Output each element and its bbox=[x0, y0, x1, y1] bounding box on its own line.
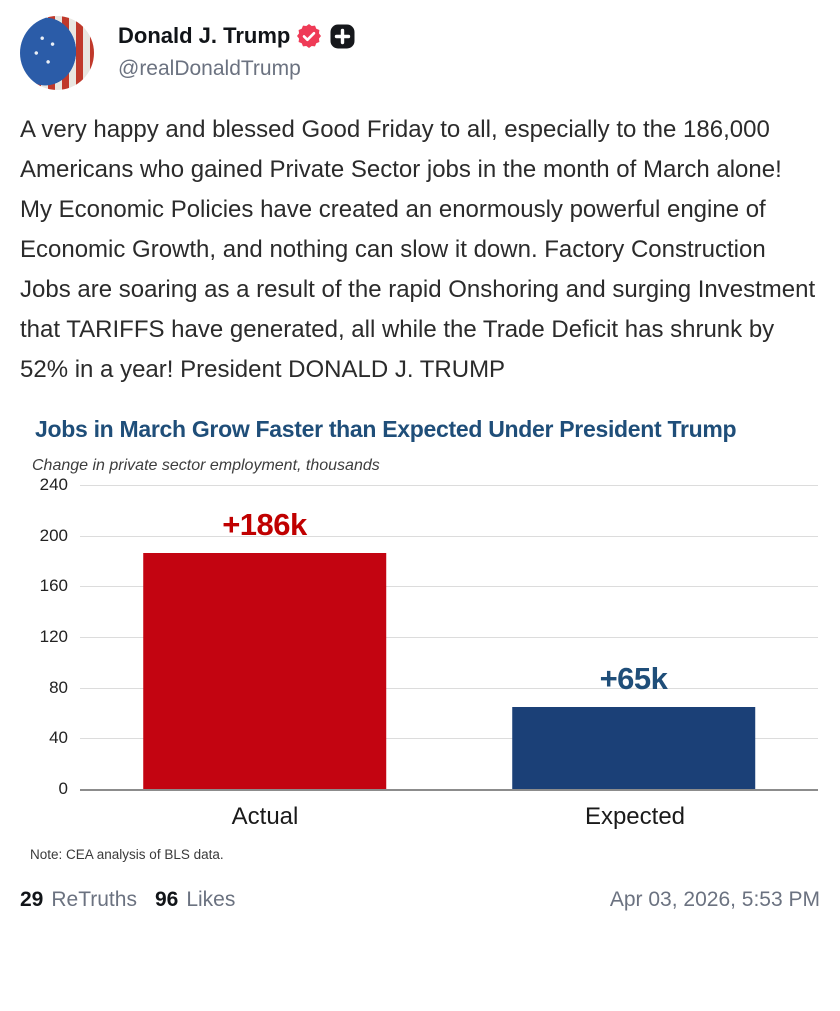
gridline-120 bbox=[80, 637, 818, 638]
chart-title: Jobs in March Grow Faster than Expected … bbox=[35, 416, 737, 442]
bar-actual bbox=[142, 553, 387, 789]
chart-note: Note: CEA analysis of BLS data. bbox=[30, 847, 224, 862]
ytick-200: 200 bbox=[39, 525, 68, 545]
retruths-count[interactable]: 29 bbox=[20, 888, 44, 911]
gridline-240 bbox=[80, 485, 818, 486]
bar-group-expected: +65k bbox=[449, 485, 818, 789]
chart-subtitle: Change in private sector employment, tho… bbox=[32, 457, 380, 474]
ytick-80: 80 bbox=[49, 677, 68, 697]
likes-label[interactable]: Likes bbox=[186, 888, 236, 911]
post-header: Donald J. Trump @realDonaldTrump bbox=[20, 16, 820, 90]
bar-value-expected: +65k bbox=[599, 660, 668, 696]
identity-block: Donald J. Trump @realDonaldTrump bbox=[118, 16, 355, 81]
user-handle[interactable]: @realDonaldTrump bbox=[118, 57, 301, 80]
ytick-120: 120 bbox=[39, 627, 68, 646]
retruths-label[interactable]: ReTruths bbox=[51, 888, 137, 911]
gridline-40 bbox=[80, 738, 818, 740]
display-name[interactable]: Donald J. Trump bbox=[118, 23, 291, 48]
x-axis-labels: Actual Expected bbox=[80, 803, 820, 831]
plus-badge-icon bbox=[330, 24, 355, 48]
engagement-stats: 29 ReTruths 96 Likes bbox=[20, 888, 245, 912]
bar-expected bbox=[511, 706, 756, 789]
gridline-80 bbox=[80, 687, 818, 689]
bar-value-actual: +186k bbox=[222, 507, 307, 543]
ytick-240: 240 bbox=[39, 475, 68, 494]
gridline-160 bbox=[80, 586, 818, 588]
plot-area: 240 200 160 120 80 40 0 +186k +65k bbox=[40, 475, 818, 798]
verified-badge-icon bbox=[297, 24, 322, 48]
plot-wrap: 240 200 160 120 80 40 0 +186k +65k bbox=[40, 475, 818, 798]
x-label-expected: Expected bbox=[584, 803, 686, 830]
post-text: A very happy and blessed Good Friday to … bbox=[20, 116, 816, 383]
ytick-0: 0 bbox=[58, 779, 68, 798]
avatar[interactable] bbox=[20, 16, 94, 90]
post-footer: 29 ReTruths 96 Likes Apr 03, 2026, 5:53 … bbox=[20, 888, 820, 912]
ytick-160: 160 bbox=[39, 576, 68, 596]
gridline-0 bbox=[80, 789, 818, 791]
gridline-200 bbox=[80, 535, 818, 537]
timestamp: Apr 03, 2026, 5:53 PM bbox=[609, 888, 820, 911]
likes-count[interactable]: 96 bbox=[154, 888, 179, 911]
ytick-40: 40 bbox=[49, 728, 68, 748]
x-label-actual: Actual bbox=[231, 803, 299, 830]
post-card: Donald J. Trump @realDonaldTrump A very … bbox=[20, 16, 820, 912]
jobs-chart: Jobs in March Grow Faster than Expected … bbox=[20, 416, 820, 862]
bar-group-actual: +186k bbox=[80, 485, 449, 789]
